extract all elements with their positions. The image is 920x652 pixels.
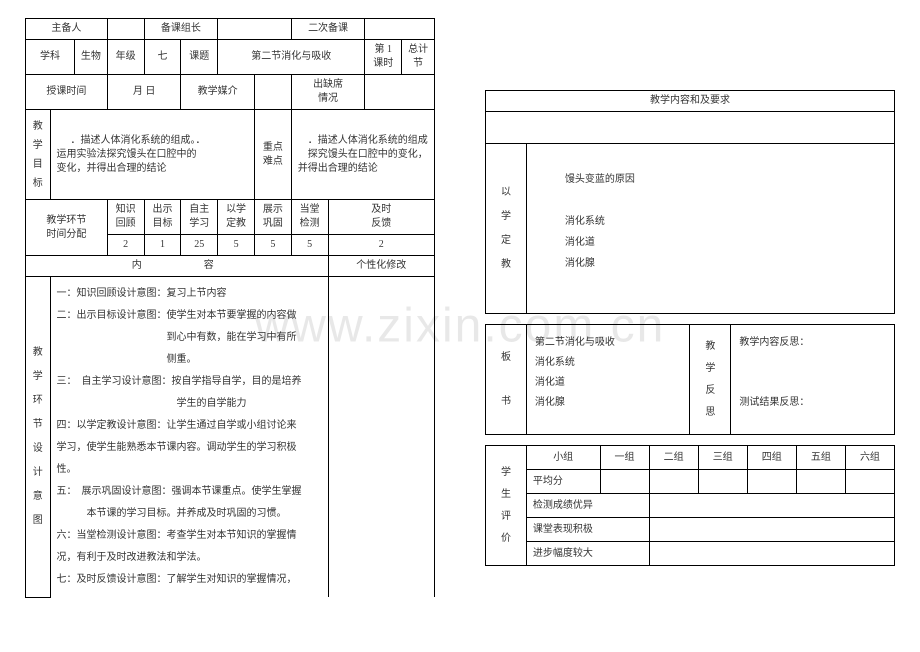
media-value xyxy=(254,75,291,110)
right-page: 教学内容和及要求 以 学 定 教 馒头变蓝的原因 消化系统 消化道 消化腺 板 … xyxy=(460,0,920,584)
attendance-value xyxy=(365,75,435,110)
difficulty-label: 重点 难点 xyxy=(254,110,291,200)
eval-h6: 六组 xyxy=(845,446,894,470)
right1-body: 馒头变蓝的原因 消化系统 消化道 消化腺 xyxy=(526,144,894,314)
distribution-label: 教学环节 时间分配 xyxy=(26,200,108,256)
eval-h5: 五组 xyxy=(796,446,845,470)
board-body: 第二节消化与吸收 消化系统 消化道 消化腺 xyxy=(526,325,690,435)
header-row-3: 授课时间 月 日 教学媒介 出缺席 情况 xyxy=(26,75,435,110)
dist-val-2: 25 xyxy=(181,235,218,256)
content-head-row: 内 容 个性化修改 xyxy=(26,256,435,277)
eval-r2: 课堂表现积极 xyxy=(526,518,649,542)
eval-row-2: 课堂表现积极 xyxy=(486,518,895,542)
second-prep-value xyxy=(365,19,435,40)
dist-val-4: 5 xyxy=(254,235,291,256)
header-row-1: 主备人 备课组长 二次备课 xyxy=(26,19,435,40)
eval-row-1: 检测成绩优异 xyxy=(486,494,895,518)
content-body-row: 教 学 环 节 设 计 意 图 一：知识回顾设计意图：复习上节内容 二：出示目标… xyxy=(26,277,435,598)
dist-col-3: 以学 定教 xyxy=(218,200,255,235)
eval-r0: 平均分 xyxy=(526,470,600,494)
distribution-head-row: 教学环节 时间分配 知识 回顾 出示 目标 自主 学习 以学 定教 展示 巩固 … xyxy=(26,200,435,235)
dist-val-0: 2 xyxy=(107,235,144,256)
goals-row: 教 学 目 标 ．描述人体消化系统的组成。． 运用实验法探究馒头在口腔中的 变化… xyxy=(26,110,435,200)
eval-row-0: 平均分 xyxy=(486,470,895,494)
lesson-plan-table: 主备人 备课组长 二次备课 学科 生物 年级 七 课题 第二节消化与吸收 第 1… xyxy=(25,18,435,598)
grade-value: 七 xyxy=(144,40,181,75)
dist-val-1: 1 xyxy=(144,235,181,256)
eval-h0: 小组 xyxy=(526,446,600,470)
eval-r1: 检测成绩优异 xyxy=(526,494,649,518)
right1-label: 以 学 定 教 xyxy=(486,144,527,314)
period-label: 第 1 课时 xyxy=(365,40,402,75)
reflection-body: 教学内容反思： 测试结果反思： xyxy=(731,325,895,435)
total-label: 总计 节 xyxy=(402,40,435,75)
attendance-label: 出缺席 情况 xyxy=(291,75,365,110)
grade-label: 年级 xyxy=(107,40,144,75)
eval-head-row: 学 生 评 价 小组 一组 二组 三组 四组 五组 六组 xyxy=(486,446,895,470)
dist-col-2: 自主 学习 xyxy=(181,200,218,235)
eval-h4: 四组 xyxy=(747,446,796,470)
prep-person-label: 主备人 xyxy=(26,19,108,40)
dist-col-0: 知识 回顾 xyxy=(107,200,144,235)
teaching-content-table: 教学内容和及要求 以 学 定 教 馒头变蓝的原因 消化系统 消化道 消化腺 xyxy=(485,90,895,314)
evaluation-table: 学 生 评 价 小组 一组 二组 三组 四组 五组 六组 平均分 检测成绩优异 … xyxy=(485,445,895,566)
group-leader-label: 备课组长 xyxy=(144,19,218,40)
goals-text: ．描述人体消化系统的组成。． 运用实验法探究馒头在口腔中的 变化，并得出合理的结… xyxy=(50,110,254,200)
content-head-right: 个性化修改 xyxy=(328,256,434,277)
topic-label: 课题 xyxy=(181,40,218,75)
time-label: 授课时间 xyxy=(26,75,108,110)
content-head-left: 内 容 xyxy=(26,256,329,277)
dist-col-5: 当堂 检测 xyxy=(291,200,328,235)
content-mod xyxy=(328,277,434,598)
eval-label: 学 生 评 价 xyxy=(486,446,527,566)
time-value: 月 日 xyxy=(107,75,181,110)
content-body: 一：知识回顾设计意图：复习上节内容 二：出示目标设计意图：使学生对本节要掌握的内… xyxy=(50,277,328,598)
topic-value: 第二节消化与吸收 xyxy=(218,40,365,75)
dist-col-4: 展示 巩固 xyxy=(254,200,291,235)
subject-label: 学科 xyxy=(26,40,75,75)
difficulty-text: ．描述人体消化系统的组成 探究馒头在口腔中的变化，并得出合理的结论 xyxy=(291,110,434,200)
board-reflection-table: 板 书 第二节消化与吸收 消化系统 消化道 消化腺 教 学 反 思 教学内容反思… xyxy=(485,324,895,435)
header-row-2: 学科 生物 年级 七 课题 第二节消化与吸收 第 1 课时 总计 节 xyxy=(26,40,435,75)
media-label: 教学媒介 xyxy=(181,75,255,110)
second-prep-label: 二次备课 xyxy=(291,19,365,40)
dist-val-6: 2 xyxy=(328,235,434,256)
subject-value: 生物 xyxy=(75,40,108,75)
dist-col-1: 出示 目标 xyxy=(144,200,181,235)
prep-person-value xyxy=(107,19,144,40)
right1-title: 教学内容和及要求 xyxy=(486,91,895,112)
reflection-label: 教 学 反 思 xyxy=(690,325,731,435)
dist-col-6: 及时 反馈 xyxy=(328,200,434,235)
dist-val-5: 5 xyxy=(291,235,328,256)
goals-label: 教 学 目 标 xyxy=(26,110,51,200)
eval-row-3: 进步幅度较大 xyxy=(486,542,895,566)
eval-r3: 进步幅度较大 xyxy=(526,542,649,566)
eval-h1: 一组 xyxy=(600,446,649,470)
board-label: 板 书 xyxy=(486,325,527,435)
dist-val-3: 5 xyxy=(218,235,255,256)
right1-spacer xyxy=(486,112,895,144)
eval-h2: 二组 xyxy=(649,446,698,470)
eval-h3: 三组 xyxy=(698,446,747,470)
group-leader-value xyxy=(218,19,292,40)
left-page: 主备人 备课组长 二次备课 学科 生物 年级 七 课题 第二节消化与吸收 第 1… xyxy=(0,0,460,616)
content-label: 教 学 环 节 设 计 意 图 xyxy=(26,277,51,598)
